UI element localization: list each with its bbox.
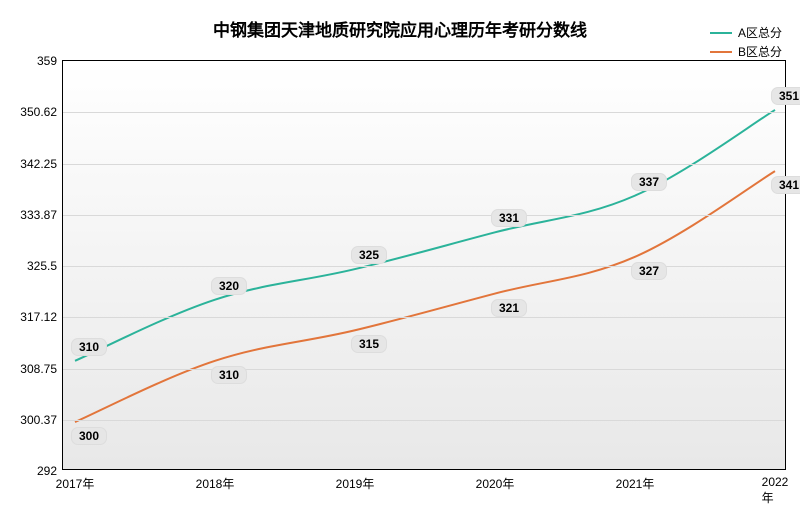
point-label: 321 [491,299,527,317]
x-tick-label: 2018年 [196,475,235,492]
point-label: 337 [631,173,667,191]
legend-swatch [710,32,732,34]
plot-area: 292300.37308.75317.12325.5333.87342.2535… [62,60,786,470]
legend: A区总分 B区总分 [710,24,782,62]
y-tick-label: 292 [37,464,57,478]
point-label: 300 [71,427,107,445]
y-tick-label: 300.37 [20,413,57,427]
y-tick-label: 317.12 [20,310,57,324]
x-tick-label: 2021年 [616,475,655,492]
legend-swatch [710,51,732,53]
gridline [63,420,785,421]
x-tick-label: 2020年 [476,475,515,492]
point-label: 325 [351,246,387,264]
chart-container: 中钢集团天津地质研究院应用心理历年考研分数线 A区总分B区总分 292300.3… [0,0,800,500]
series-line [75,171,775,422]
point-label: 320 [211,277,247,295]
legend-item: A区总分 [710,24,782,41]
point-label: 315 [351,335,387,353]
x-tick-label: 2019年 [336,475,375,492]
point-label: 327 [631,262,667,280]
point-label: 351 [771,87,800,105]
gridline [63,215,785,216]
legend-label: B区总分 [738,43,782,60]
gridline [63,369,785,370]
point-label: 341 [771,176,800,194]
y-tick-label: 342.25 [20,157,57,171]
gridline [63,266,785,267]
gridline [63,112,785,113]
y-tick-label: 333.87 [20,208,57,222]
legend-item: B区总分 [710,43,782,60]
x-tick-label: 2017年 [56,475,95,492]
x-tick-label: 2022年 [762,475,789,506]
chart-title: 中钢集团天津地质研究院应用心理历年考研分数线 [0,16,800,41]
point-label: 310 [211,366,247,384]
y-tick-label: 325.5 [27,259,57,273]
series-line [75,110,775,361]
y-tick-label: 359 [37,54,57,68]
gridline [63,317,785,318]
y-tick-label: 308.75 [20,362,57,376]
legend-label: A区总分 [738,24,782,41]
point-label: 310 [71,338,107,356]
gridline [63,164,785,165]
y-tick-label: 350.62 [20,105,57,119]
point-label: 331 [491,209,527,227]
